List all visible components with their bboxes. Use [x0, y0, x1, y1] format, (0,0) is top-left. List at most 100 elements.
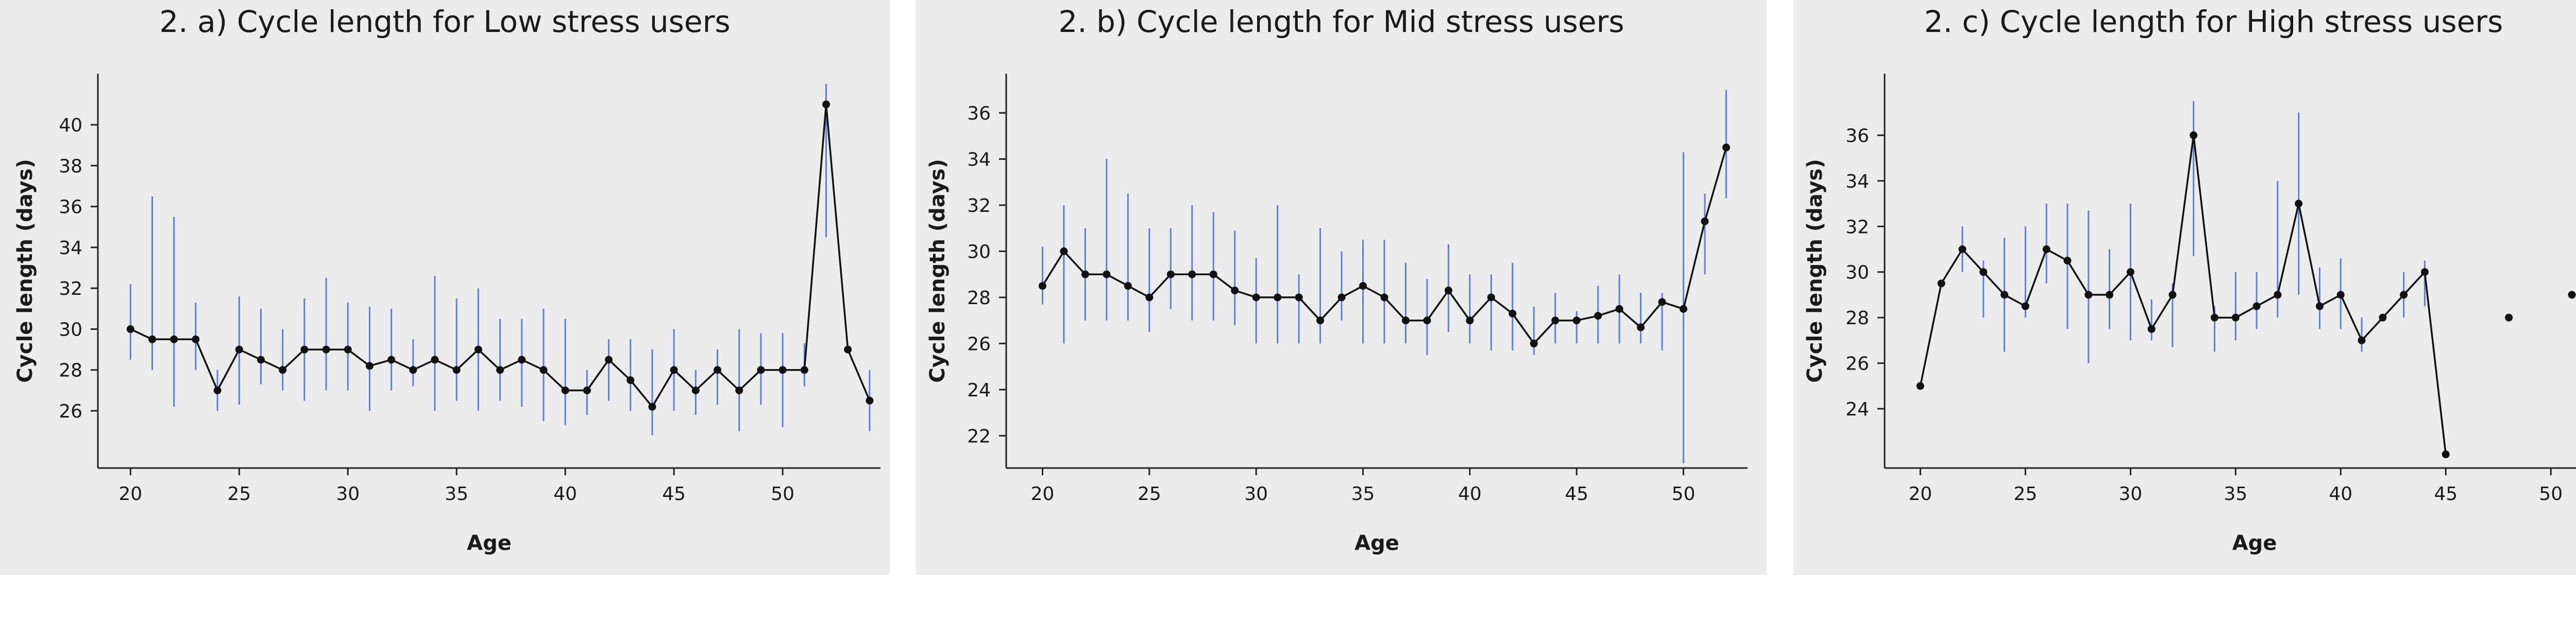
data-point — [235, 345, 243, 354]
data-point — [2210, 313, 2218, 322]
data-point — [431, 356, 439, 364]
data-point — [1274, 293, 1282, 302]
data-point — [1594, 312, 1602, 320]
data-point — [1401, 316, 1410, 325]
data-point — [2063, 257, 2072, 265]
data-point — [365, 362, 374, 370]
data-point — [1701, 217, 1709, 225]
chart-panel-c: 2. c) Cycle length for High stress users… — [1793, 0, 2576, 575]
data-point — [2231, 313, 2240, 322]
y-tick-label: 30 — [1845, 262, 1869, 284]
data-point — [2106, 291, 2114, 299]
data-point — [1316, 316, 1325, 325]
data-point — [2295, 199, 2303, 208]
data-point — [866, 396, 874, 405]
y-tick-label: 34 — [59, 238, 82, 259]
data-point — [2147, 325, 2156, 333]
data-point — [2190, 131, 2198, 139]
data-point — [1658, 298, 1666, 306]
series-line-c — [1919, 134, 2447, 455]
y-tick-label: 38 — [59, 156, 82, 177]
data-point — [213, 386, 222, 394]
data-point — [1295, 293, 1303, 302]
x-tick-label: 40 — [553, 483, 577, 505]
x-tick-label: 40 — [1458, 483, 1482, 505]
x-tick-label: 25 — [2013, 483, 2037, 505]
data-point — [561, 386, 569, 394]
y-tick-label: 34 — [1845, 171, 1869, 192]
y-tick-label: 40 — [59, 115, 82, 136]
data-point — [2336, 291, 2345, 299]
x-tick-label: 50 — [2539, 483, 2563, 505]
data-point — [409, 366, 417, 374]
data-point — [691, 386, 700, 394]
data-point — [1637, 323, 1645, 331]
data-point — [387, 356, 396, 364]
data-point — [1680, 305, 1688, 313]
data-point — [1509, 309, 1517, 318]
data-point — [2252, 302, 2261, 310]
chart-panel-b: 2. b) Cycle length for Mid stress users 2… — [916, 0, 1767, 575]
y-axis-label-c: Cycle length (days) — [1803, 159, 1827, 382]
data-point — [1103, 270, 1111, 278]
data-point — [1252, 293, 1260, 302]
data-point — [1359, 282, 1367, 290]
data-point — [2420, 268, 2429, 276]
y-tick-label: 30 — [59, 319, 82, 340]
data-point — [1166, 270, 1175, 278]
data-point — [344, 345, 352, 354]
y-tick-label: 28 — [59, 360, 82, 381]
data-point — [170, 335, 178, 343]
y-tick-label: 24 — [967, 380, 991, 401]
data-point — [452, 366, 461, 374]
x-tick-label: 30 — [2119, 483, 2142, 505]
y-axis-label-b: Cycle length (days) — [926, 159, 950, 382]
data-point — [1444, 287, 1452, 295]
chart-b-svg: 2. b) Cycle length for Mid stress users 2… — [926, 4, 1748, 555]
data-point — [126, 325, 134, 333]
x-axis-label-a: Age — [467, 531, 512, 555]
data-point — [2001, 291, 2009, 299]
data-point — [648, 403, 656, 411]
data-point — [300, 345, 309, 354]
data-point — [474, 345, 482, 354]
data-point — [1145, 293, 1154, 302]
y-tick-label: 24 — [1845, 399, 1869, 420]
chart-panel-a: 2. a) Cycle length for Low stress users 2… — [0, 0, 890, 575]
data-point — [2379, 313, 2387, 322]
y-axis-label-a: Cycle length (days) — [13, 159, 37, 382]
data-point — [1209, 270, 1217, 278]
data-point — [1551, 316, 1560, 325]
data-point — [1423, 316, 1431, 325]
y-tick-label: 32 — [967, 195, 991, 216]
chart-c-svg: 2. c) Cycle length for High stress users… — [1803, 4, 2576, 555]
data-point — [670, 366, 678, 374]
x-tick-label: 50 — [771, 483, 794, 505]
x-tick-label: 30 — [336, 483, 360, 505]
y-tick-label: 36 — [59, 197, 82, 218]
data-point — [2505, 313, 2513, 322]
data-point — [2084, 291, 2093, 299]
x-tick-label: 45 — [662, 483, 686, 505]
data-point — [1572, 316, 1581, 325]
x-tick-label: 45 — [1565, 483, 1588, 505]
chart-title-b: 2. b) Cycle length for Mid stress users — [1058, 4, 1624, 39]
data-point — [1038, 282, 1046, 290]
y-tick-label: 26 — [59, 401, 82, 422]
x-axis-label-b: Age — [1354, 531, 1399, 555]
data-point — [1487, 293, 1495, 302]
x-tick-label: 40 — [2329, 483, 2352, 505]
data-point — [322, 345, 330, 354]
data-point — [714, 366, 722, 374]
y-tick-label: 22 — [967, 426, 991, 447]
y-tick-label: 34 — [967, 149, 991, 171]
data-point — [257, 356, 265, 364]
data-point — [2126, 268, 2134, 276]
data-point — [844, 345, 852, 354]
data-point — [279, 366, 287, 374]
x-tick-label: 20 — [1908, 483, 1932, 505]
data-point — [1081, 270, 1089, 278]
data-point — [757, 366, 765, 374]
data-point — [2315, 302, 2324, 310]
